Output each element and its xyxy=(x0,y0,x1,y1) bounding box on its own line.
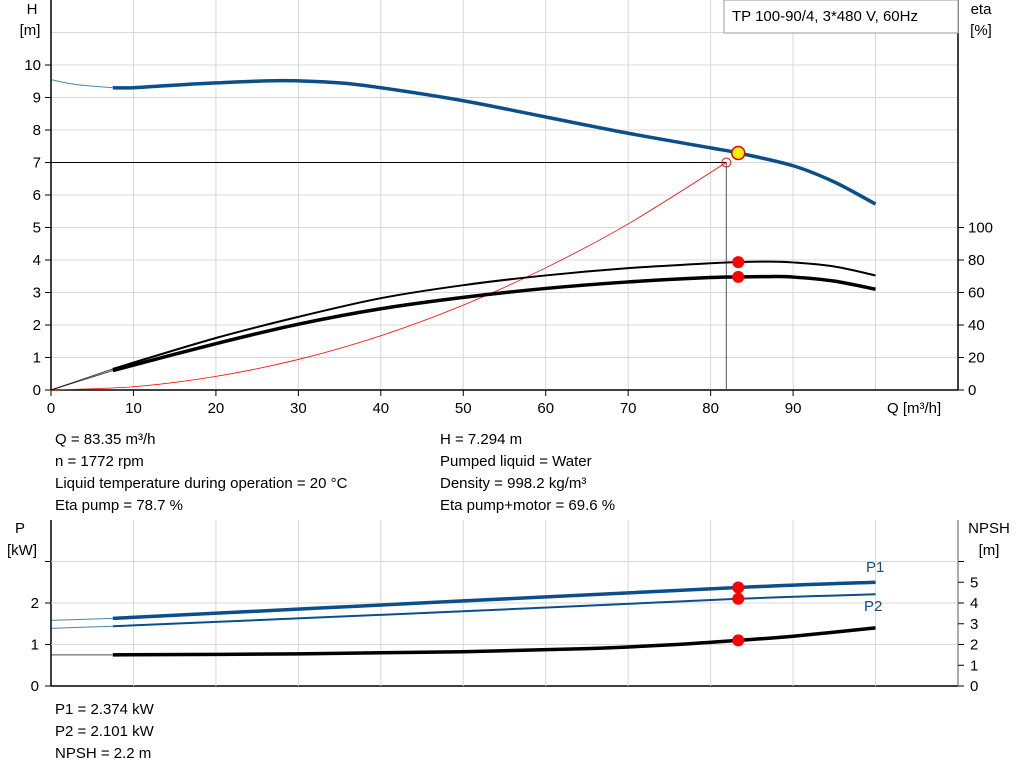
eta-pump-motor-curve-extension xyxy=(50,370,113,391)
p-axis-label: P xyxy=(15,520,25,537)
eta-pump-motor-point xyxy=(732,270,745,283)
x-tick-label: 50 xyxy=(455,400,472,417)
h-tick-label: 5 xyxy=(33,220,41,237)
x-tick-label: 70 xyxy=(620,400,637,417)
x-tick-label: 60 xyxy=(537,400,554,417)
h-tick-label: 6 xyxy=(33,187,41,204)
h-tick-label: 9 xyxy=(33,90,41,107)
npsh-tick-label: 2 xyxy=(970,637,978,654)
p2-curve xyxy=(112,593,876,628)
h-tick-label: 7 xyxy=(33,155,41,172)
p-tick-label: 2 xyxy=(31,595,39,612)
eta-axis-label: eta xyxy=(971,1,993,18)
x-tick-label: 40 xyxy=(372,400,389,417)
info-h: H = 7.294 m xyxy=(440,431,523,448)
h-axis-unit: [m] xyxy=(20,22,41,39)
h-tick-label: 4 xyxy=(33,252,41,269)
eta-pump-point xyxy=(732,256,745,269)
system-curve xyxy=(50,162,727,391)
info-density: Density = 998.2 kg/m³ xyxy=(440,475,587,492)
eta-tick-label: 80 xyxy=(968,252,985,269)
x-tick-label: 80 xyxy=(702,400,719,417)
x-tick-label: 30 xyxy=(290,400,307,417)
eta-tick-label: 60 xyxy=(968,285,985,302)
head-curve xyxy=(112,78,877,206)
x-tick-label: 20 xyxy=(208,400,225,417)
info-p2: P2 = 2.101 kW xyxy=(55,723,154,740)
eta-axis-unit: [%] xyxy=(970,22,992,39)
h-tick-label: 0 xyxy=(33,382,41,399)
npsh-axis-unit: [m] xyxy=(979,542,1000,559)
info-eta-pump: Eta pump = 78.7 % xyxy=(55,497,183,514)
h-tick-label: 1 xyxy=(33,350,41,367)
info-npsh: NPSH = 2.2 m xyxy=(55,745,152,762)
p-tick-label: 0 xyxy=(31,678,39,695)
eta-pump-motor-curve xyxy=(112,274,876,373)
info-liquid: Pumped liquid = Water xyxy=(440,453,592,470)
p-axis-unit: [kW] xyxy=(7,542,37,559)
x-tick-label: 10 xyxy=(125,400,142,417)
p1-series-label: P1 xyxy=(866,559,884,576)
p2-point xyxy=(732,592,745,605)
x-tick-label: 90 xyxy=(785,400,802,417)
p2-curve-extension xyxy=(50,625,113,629)
h-tick-label: 8 xyxy=(33,122,41,139)
h-tick-label: 2 xyxy=(33,317,41,334)
h-tick-label: 3 xyxy=(33,285,41,302)
chart-marks xyxy=(50,78,877,657)
eta-tick-label: 100 xyxy=(968,220,993,237)
info-q: Q = 83.35 m³/h xyxy=(55,431,156,448)
chart-title: TP 100-90/4, 3*480 V, 60Hz xyxy=(732,8,918,25)
npsh-point xyxy=(732,634,745,647)
eta-tick-label: 40 xyxy=(968,317,985,334)
operating-point-marker xyxy=(731,145,746,161)
info-eta-pump-motor: Eta pump+motor = 69.6 % xyxy=(440,497,616,514)
eta-tick-label: 0 xyxy=(968,382,976,399)
npsh-tick-label: 3 xyxy=(970,616,978,633)
p1-curve-extension xyxy=(50,617,113,621)
h-tick-label: 10 xyxy=(24,57,41,74)
h-axis-label: H xyxy=(27,1,38,18)
p1-point xyxy=(732,581,745,594)
eta-tick-label: 20 xyxy=(968,350,985,367)
npsh-axis-label: NPSH xyxy=(968,520,1010,537)
q-axis-label: Q [m³/h] xyxy=(887,400,941,417)
npsh-tick-label: 5 xyxy=(970,574,978,591)
head-curve-extension xyxy=(50,79,113,89)
info-left: Q = 83.35 m³/h n = 1772 rpm Liquid tempe… xyxy=(55,429,347,517)
x-tick-label: 0 xyxy=(47,400,55,417)
info-right: H = 7.294 m Pumped liquid = Water Densit… xyxy=(440,429,615,517)
duty-point-marker xyxy=(721,157,732,168)
npsh-curve xyxy=(112,626,876,657)
info-bottom: P1 = 2.374 kW P2 = 2.101 kW NPSH = 2.2 m xyxy=(55,699,154,765)
info-n: n = 1772 rpm xyxy=(55,453,144,470)
p2-series-label: P2 xyxy=(864,598,882,615)
p-tick-label: 1 xyxy=(31,637,39,654)
npsh-tick-label: 1 xyxy=(970,657,978,674)
npsh-tick-label: 4 xyxy=(970,595,978,612)
info-p1: P1 = 2.374 kW xyxy=(55,701,154,718)
npsh-tick-label: 0 xyxy=(970,678,978,695)
bottom-chart-grid: 0 1 2 0 1 2 3 4 5 xyxy=(31,520,978,695)
info-temperature: Liquid temperature during operation = 20… xyxy=(55,475,348,492)
p1-curve xyxy=(112,580,876,621)
eta-pump-curve xyxy=(112,260,876,370)
legend-box xyxy=(723,0,959,34)
